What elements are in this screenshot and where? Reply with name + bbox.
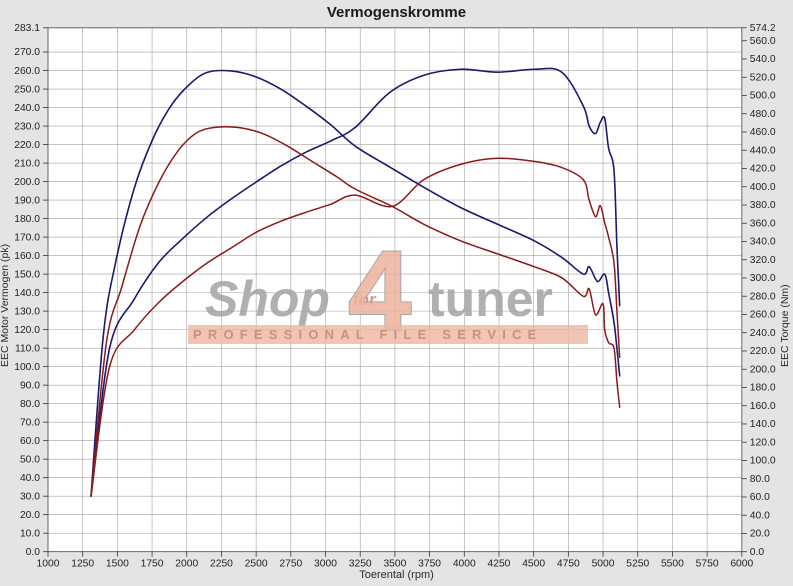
svg-text:400.0: 400.0 — [750, 182, 776, 193]
svg-text:380.0: 380.0 — [750, 200, 776, 211]
svg-text:Shop: Shop — [205, 271, 330, 327]
svg-text:300.0: 300.0 — [750, 273, 776, 284]
svg-text:120.0: 120.0 — [750, 437, 776, 448]
svg-text:180.0: 180.0 — [750, 383, 776, 394]
svg-text:260.0: 260.0 — [750, 310, 776, 321]
svg-text:560.0: 560.0 — [750, 36, 776, 47]
svg-text:210.0: 210.0 — [14, 158, 40, 169]
svg-text:180.0: 180.0 — [14, 214, 40, 225]
svg-text:250.0: 250.0 — [14, 84, 40, 95]
svg-text:283.1: 283.1 — [14, 23, 40, 34]
svg-text:140.0: 140.0 — [750, 419, 776, 430]
svg-text:360.0: 360.0 — [750, 218, 776, 229]
svg-text:140.0: 140.0 — [14, 288, 40, 299]
svg-text:190.0: 190.0 — [14, 195, 40, 206]
svg-text:10.0: 10.0 — [20, 528, 40, 539]
svg-text:tuner: tuner — [428, 271, 553, 327]
svg-text:480.0: 480.0 — [750, 109, 776, 120]
svg-text:440.0: 440.0 — [750, 145, 776, 156]
svg-text:540.0: 540.0 — [750, 54, 776, 65]
svg-text:100.0: 100.0 — [750, 456, 776, 467]
svg-text:0.0: 0.0 — [750, 547, 765, 558]
svg-text:280.0: 280.0 — [750, 291, 776, 302]
svg-text:60.0: 60.0 — [20, 436, 40, 447]
svg-text:0.0: 0.0 — [26, 547, 41, 558]
svg-text:240.0: 240.0 — [750, 328, 776, 339]
svg-text:460.0: 460.0 — [750, 127, 776, 138]
svg-text:230.0: 230.0 — [14, 121, 40, 132]
svg-text:340.0: 340.0 — [750, 237, 776, 248]
svg-text:520.0: 520.0 — [750, 72, 776, 83]
svg-text:420.0: 420.0 — [750, 164, 776, 175]
svg-text:60.0: 60.0 — [750, 492, 770, 503]
svg-text:220.0: 220.0 — [14, 140, 40, 151]
svg-text:110.0: 110.0 — [15, 343, 40, 354]
svg-text:574.2: 574.2 — [750, 23, 776, 34]
svg-text:160.0: 160.0 — [750, 401, 776, 412]
svg-text:200.0: 200.0 — [750, 364, 776, 375]
svg-text:150.0: 150.0 — [14, 269, 40, 280]
svg-text:70.0: 70.0 — [20, 417, 40, 428]
svg-text:100.0: 100.0 — [14, 362, 40, 373]
svg-text:270.0: 270.0 — [14, 47, 40, 58]
svg-text:40.0: 40.0 — [750, 510, 770, 521]
svg-text:50.0: 50.0 — [20, 454, 40, 465]
svg-text:130.0: 130.0 — [14, 306, 40, 317]
svg-text:PROFESSIONAL FILE SERVICE: PROFESSIONAL FILE SERVICE — [193, 327, 543, 342]
svg-text:90.0: 90.0 — [20, 380, 40, 391]
svg-text:120.0: 120.0 — [14, 325, 40, 336]
svg-text:200.0: 200.0 — [14, 177, 40, 188]
svg-text:320.0: 320.0 — [750, 255, 776, 266]
svg-text:260.0: 260.0 — [14, 66, 40, 77]
svg-text:80.0: 80.0 — [750, 474, 770, 485]
svg-text:20.0: 20.0 — [20, 510, 40, 521]
svg-text:20.0: 20.0 — [750, 529, 770, 540]
svg-text:40.0: 40.0 — [20, 473, 40, 484]
svg-text:240.0: 240.0 — [14, 103, 40, 114]
svg-text:220.0: 220.0 — [750, 346, 776, 357]
svg-text:80.0: 80.0 — [20, 399, 40, 410]
svg-text:30.0: 30.0 — [20, 491, 40, 502]
svg-text:160.0: 160.0 — [14, 251, 40, 262]
svg-text:500.0: 500.0 — [750, 91, 776, 102]
svg-text:170.0: 170.0 — [14, 232, 40, 243]
